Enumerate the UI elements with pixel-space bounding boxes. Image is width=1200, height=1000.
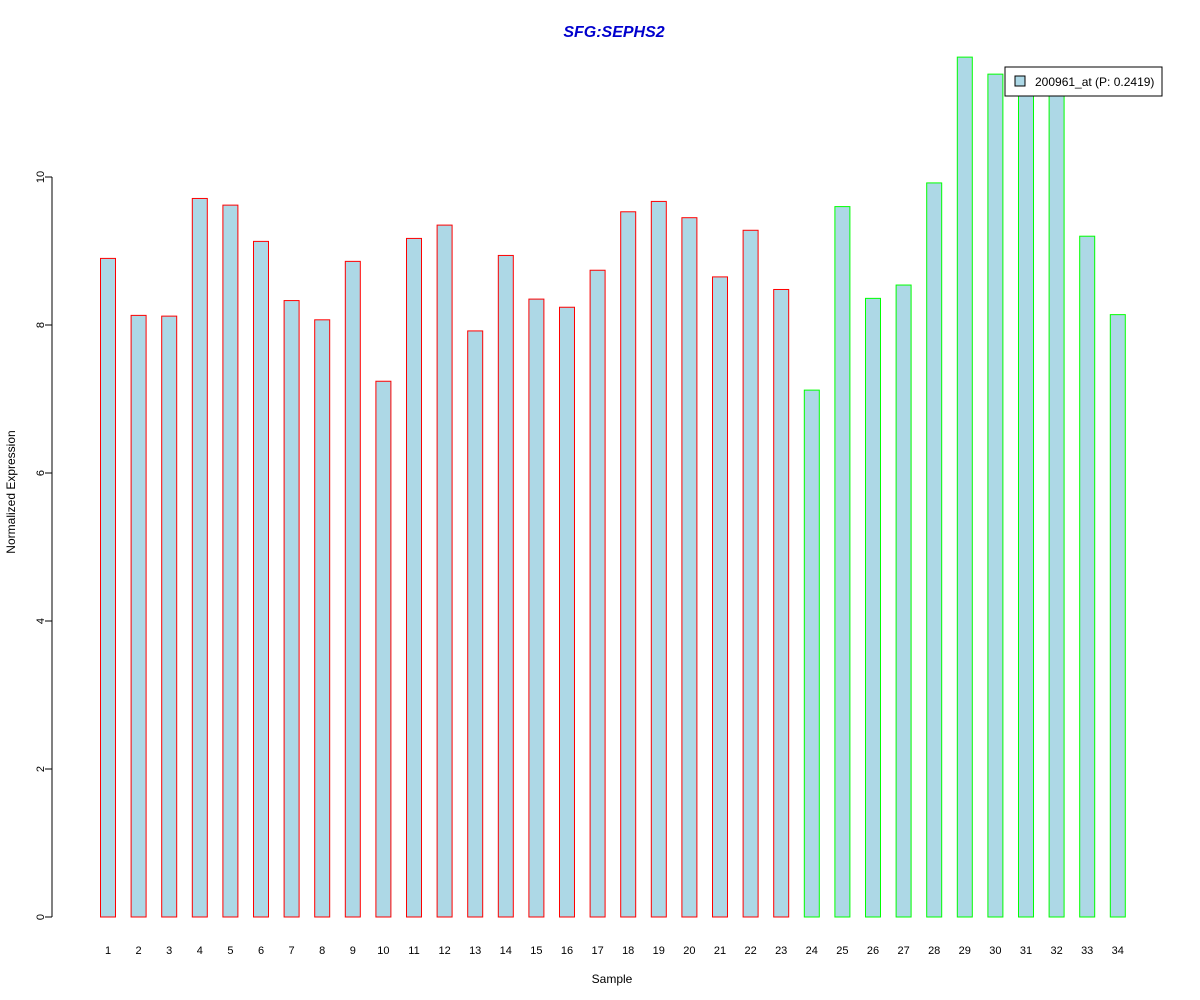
- y-axis-tick-label: 8: [35, 322, 47, 328]
- y-axis-tick-label: 4: [35, 618, 47, 624]
- bar-sample-15: [528, 298, 545, 918]
- x-axis-tick-label: 15: [530, 945, 542, 957]
- x-axis-tick-label: 12: [438, 945, 450, 957]
- x-axis-tick-label: 5: [227, 945, 233, 957]
- bar-sample-31: [1018, 87, 1034, 918]
- bar-sample-25: [834, 206, 851, 918]
- x-axis-tick-label: 11: [408, 945, 419, 957]
- bar-sample-12: [436, 224, 453, 918]
- bar-sample-29: [956, 56, 973, 918]
- bar-sample-5: [222, 204, 239, 918]
- x-axis-tick-label: 26: [867, 945, 879, 957]
- x-axis-tick-label: 23: [775, 945, 787, 957]
- x-axis-tick-label: 2: [136, 945, 142, 957]
- x-axis-tick-label: 27: [897, 945, 909, 957]
- y-axis-tick-label: 10: [35, 171, 47, 183]
- bar-sample-6: [253, 240, 269, 918]
- bar-sample-34: [1109, 314, 1126, 918]
- bar-sample-9: [344, 260, 361, 918]
- bar-sample-32: [1048, 87, 1065, 918]
- x-axis-tick-label: 28: [928, 945, 940, 957]
- x-axis-tick-label: 17: [591, 945, 603, 957]
- bar-sample-26: [865, 297, 881, 918]
- x-axis-tick-label: 1: [105, 945, 111, 957]
- bar-series: [100, 56, 1126, 918]
- bar-sample-8: [314, 319, 331, 918]
- x-axis-tick-label: 7: [289, 945, 295, 957]
- y-axis-tick-label: 0: [35, 914, 47, 920]
- x-axis-tick-labels: 1 2 3 4 5 6 7 8 9 10 11 12 13 14 15 16 17 18 19 20 21 22 23 24 2…: [105, 945, 1124, 957]
- bar-sample-10: [375, 380, 392, 918]
- x-axis-tick-label: 18: [622, 945, 634, 957]
- x-axis-tick-label: 24: [806, 945, 818, 957]
- bar-sample-13: [467, 330, 484, 918]
- x-axis-tick-label: 32: [1050, 945, 1062, 957]
- x-axis-tick-label: 25: [836, 945, 848, 957]
- bar-sample-1: [100, 257, 116, 918]
- x-axis-tick-label: 22: [744, 945, 756, 957]
- bar-sample-3: [161, 315, 178, 918]
- x-axis-tick-label: 14: [500, 945, 512, 957]
- bar-sample-17: [589, 269, 606, 918]
- bar-sample-23: [773, 288, 790, 918]
- bar-sample-30: [987, 73, 1004, 918]
- x-axis-tick-label: 21: [714, 945, 726, 957]
- x-axis-tick-label: 8: [319, 945, 325, 957]
- x-axis-tick-label: 4: [197, 945, 203, 957]
- x-axis-tick-label: 30: [989, 945, 1001, 957]
- x-axis-tick-label: 20: [683, 945, 695, 957]
- bar-sample-16: [559, 306, 575, 918]
- x-axis-label: Sample: [592, 972, 633, 986]
- bar-sample-20: [681, 217, 698, 918]
- bar-sample-7: [283, 300, 300, 918]
- bar-sample-18: [620, 211, 637, 918]
- y-axis-label: Normalized Expression: [4, 430, 18, 553]
- bar-sample-2: [130, 314, 147, 918]
- bar-sample-22: [742, 229, 759, 918]
- x-axis-tick-label: 16: [561, 945, 573, 957]
- legend-swatch: [1014, 75, 1026, 87]
- x-axis-tick-label: 10: [377, 945, 389, 957]
- x-axis-tick-label: 3: [166, 945, 172, 957]
- x-axis-tick-label: 31: [1020, 945, 1032, 957]
- x-axis-tick-label: 13: [469, 945, 481, 957]
- bar-sample-14: [497, 254, 514, 918]
- bar-sample-11: [406, 237, 422, 918]
- x-axis-tick-label: 19: [653, 945, 665, 957]
- legend-entry-label: 200961_at (P: 0.2419): [1035, 75, 1154, 89]
- bar-sample-4: [191, 197, 208, 918]
- x-axis-tick-label: 6: [258, 945, 264, 957]
- y-axis: 0 2 4 6 8 10: [35, 171, 53, 920]
- bar-sample-33: [1079, 235, 1096, 918]
- bar-sample-27: [895, 284, 912, 918]
- bar-sample-24: [803, 389, 820, 918]
- y-axis-tick-label: 6: [35, 470, 47, 476]
- x-axis-tick-label: 33: [1081, 945, 1093, 957]
- x-axis-tick-label: 9: [350, 945, 356, 957]
- bar-sample-19: [650, 200, 667, 918]
- bar-sample-28: [926, 182, 943, 918]
- legend: 200961_at (P: 0.2419): [1004, 66, 1163, 97]
- legend-box: [1004, 66, 1163, 97]
- y-axis-tick-label: 2: [35, 766, 47, 772]
- x-axis-tick-label: 29: [959, 945, 971, 957]
- chart-title: SFG:SEPHS2: [563, 24, 664, 41]
- bar-sample-21: [712, 276, 728, 918]
- x-axis-tick-label: 34: [1112, 945, 1124, 957]
